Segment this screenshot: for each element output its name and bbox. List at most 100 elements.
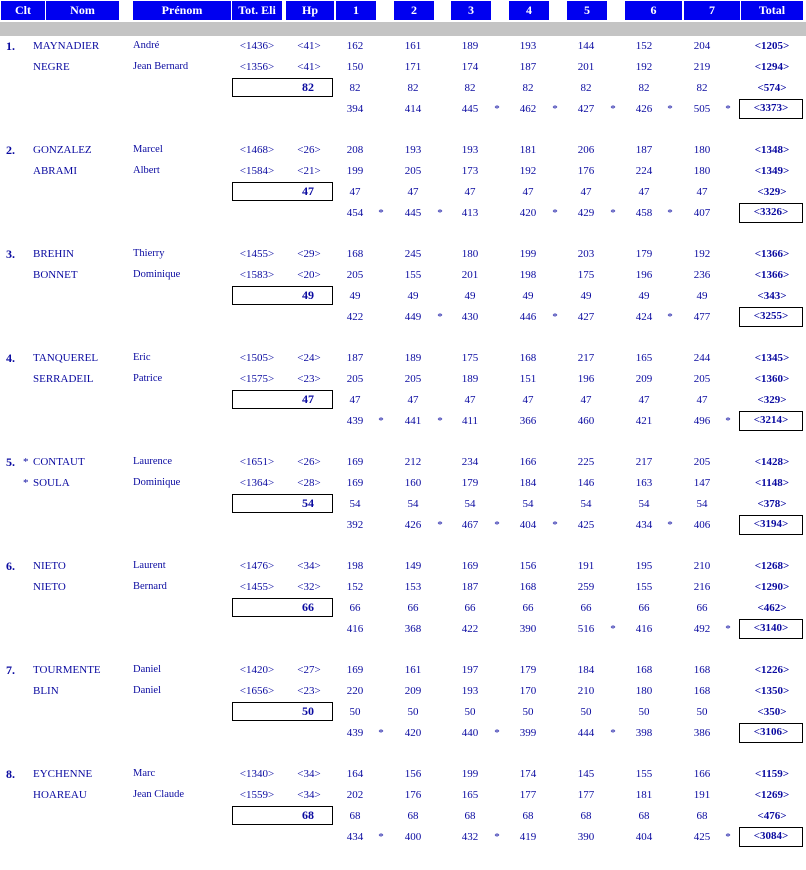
- player-row: BONNET Dominique <1583> <20> 205 155 201 198 175…: [0, 265, 806, 285]
- handicap-score: 47: [522, 394, 534, 406]
- handicap-score: 54: [638, 498, 650, 510]
- game-score: 168: [693, 685, 711, 697]
- team-handicap-box: 50: [232, 702, 333, 721]
- team-block: 6. NIETO Laurent <1476> <34> 198 149 169 156 191 1…: [0, 556, 806, 660]
- player-handicap: <28>: [297, 477, 321, 489]
- game-score: 177: [519, 789, 537, 801]
- handicap-score: 66: [638, 602, 650, 614]
- handicap-score: 66: [407, 602, 419, 614]
- game-score: 209: [635, 373, 653, 385]
- handicap-total: <329>: [757, 394, 787, 406]
- player-surname: MAYNADIER: [33, 40, 100, 52]
- game-score: 163: [635, 477, 653, 489]
- rank-label: 2.: [6, 143, 15, 157]
- handicap-score: 66: [696, 602, 708, 614]
- team-game-sum: 462: [519, 103, 537, 115]
- team-game-sum: 432: [461, 831, 479, 843]
- game-win-mark: *: [494, 831, 500, 843]
- team-game-sum: 434: [635, 519, 653, 531]
- total-eliminatoire: <1575>: [239, 373, 275, 385]
- handicap-score: 54: [696, 498, 708, 510]
- team-handicap-box: 54: [232, 494, 333, 513]
- game-score: 155: [635, 581, 653, 593]
- player-firstname: Marc: [133, 768, 156, 779]
- player-firstname: Daniel: [133, 685, 161, 696]
- team-total-box: <3106>: [739, 723, 803, 743]
- rank-label: 1.: [6, 39, 15, 53]
- player-handicap: <27>: [297, 664, 321, 676]
- player-row: NIETO Bernard <1455> <32> 152 153 187 168 259 155…: [0, 577, 806, 597]
- team-game-sum: 429: [577, 207, 595, 219]
- handicap-score: 50: [580, 706, 592, 718]
- team-game-sum: 413: [461, 207, 479, 219]
- handicap-score: 47: [407, 394, 419, 406]
- handicap-score: 50: [407, 706, 419, 718]
- handicap-score: 50: [522, 706, 534, 718]
- game-score: 156: [404, 768, 422, 780]
- game-score: 193: [461, 685, 479, 697]
- player-row: SERRADEIL Patrice <1575> <23> 205 205 189 151 19…: [0, 369, 806, 389]
- game-score: 216: [693, 581, 711, 593]
- player-handicap: <23>: [297, 373, 321, 385]
- game-score: 175: [461, 352, 479, 364]
- handicap-score: 47: [638, 186, 650, 198]
- player-firstname: Laurence: [133, 456, 173, 467]
- game-score: 169: [346, 477, 364, 489]
- team-game-sum: 496: [693, 415, 711, 427]
- total-eliminatoire: <1559>: [239, 789, 275, 801]
- handicap-score: 50: [464, 706, 476, 718]
- game-win-mark: *: [610, 207, 616, 219]
- player-firstname: Albert: [133, 165, 160, 176]
- team-game-sum: 505: [693, 103, 711, 115]
- handicap-score: 49: [464, 290, 476, 302]
- team-sum-row: 434 * 400 432 * 419 390 404 425 * <3084>: [0, 827, 806, 847]
- game-score: 165: [461, 789, 479, 801]
- team-block: 5. * CONTAUT Laurence <1651> <26> 169 212 234 166…: [0, 452, 806, 556]
- game-score: 168: [693, 664, 711, 676]
- game-win-mark: *: [552, 311, 558, 323]
- game-score: 202: [346, 789, 364, 801]
- team-game-sum: 454: [346, 207, 364, 219]
- game-score: 180: [693, 144, 711, 156]
- team-block: 8. EYCHENNE Marc <1340> <34> 164 156 199 174 145 1…: [0, 764, 806, 868]
- game-score: 161: [404, 664, 422, 676]
- team-handicap-value: 50: [302, 704, 314, 718]
- game-score: 166: [519, 456, 537, 468]
- team-game-sum: 439: [346, 727, 364, 739]
- star-mark: *: [23, 477, 29, 489]
- player-total: <1268>: [754, 560, 790, 572]
- handicap-score: 66: [580, 602, 592, 614]
- game-score: 224: [635, 165, 653, 177]
- game-win-mark: *: [667, 519, 673, 531]
- game-score: 174: [461, 61, 479, 73]
- team-handicap-box: 82: [232, 78, 333, 97]
- player-handicap: <34>: [297, 789, 321, 801]
- game-score: 201: [461, 269, 479, 281]
- team-game-sum: 420: [404, 727, 422, 739]
- team-game-sum: 404: [635, 831, 653, 843]
- game-score: 152: [346, 581, 364, 593]
- handicap-row: 68 68 68 68 68 68 68 68 <476>: [0, 806, 806, 826]
- player-surname: BREHIN: [33, 248, 74, 260]
- team-game-sum: 416: [346, 623, 364, 635]
- game-score: 150: [346, 61, 364, 73]
- game-score: 189: [404, 352, 422, 364]
- player-total: <1159>: [755, 768, 789, 780]
- team-block: 7. TOURMENTE Daniel <1420> <27> 169 161 197 179 1…: [0, 660, 806, 764]
- team-handicap-box: 66: [232, 598, 333, 617]
- game-score: 184: [519, 477, 537, 489]
- game-score: 192: [635, 61, 653, 73]
- player-total: <1148>: [755, 477, 789, 489]
- player-surname: BONNET: [33, 269, 78, 281]
- game-score: 195: [635, 560, 653, 572]
- game-win-mark: *: [667, 207, 673, 219]
- game-score: 144: [577, 40, 595, 52]
- player-row: 6. NIETO Laurent <1476> <34> 198 149 169 156 191 1…: [0, 556, 806, 576]
- player-handicap: <24>: [297, 352, 321, 364]
- rank-label: 4.: [6, 351, 15, 365]
- team-game-sum: 458: [635, 207, 653, 219]
- game-score: 210: [577, 685, 595, 697]
- game-score: 206: [577, 144, 595, 156]
- game-score: 156: [519, 560, 537, 572]
- game-score: 199: [346, 165, 364, 177]
